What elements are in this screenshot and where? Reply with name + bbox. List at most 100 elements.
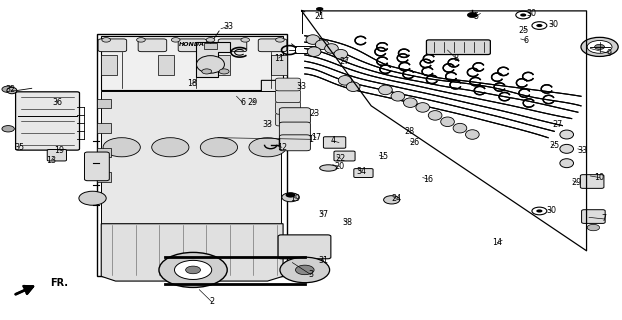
Text: 18: 18	[187, 79, 197, 88]
Circle shape	[103, 138, 141, 157]
Text: 3: 3	[309, 270, 313, 279]
Text: 24: 24	[391, 194, 401, 203]
Circle shape	[206, 38, 215, 42]
Ellipse shape	[307, 47, 321, 56]
FancyBboxPatch shape	[334, 151, 355, 161]
Text: HONDA: HONDA	[179, 42, 205, 47]
Text: 35: 35	[14, 143, 24, 152]
Text: 2: 2	[209, 297, 214, 306]
FancyBboxPatch shape	[276, 101, 300, 114]
Circle shape	[202, 69, 211, 74]
FancyBboxPatch shape	[258, 39, 287, 52]
FancyBboxPatch shape	[354, 169, 373, 178]
Circle shape	[295, 265, 314, 275]
Circle shape	[536, 209, 542, 212]
Bar	[101, 91, 281, 224]
Text: 27: 27	[340, 57, 350, 66]
Text: 22: 22	[336, 154, 346, 163]
Ellipse shape	[334, 50, 348, 59]
Circle shape	[152, 138, 189, 157]
Text: 9: 9	[606, 49, 611, 58]
Text: 25: 25	[518, 27, 528, 36]
FancyBboxPatch shape	[276, 113, 300, 126]
FancyBboxPatch shape	[323, 137, 346, 148]
Polygon shape	[101, 224, 283, 281]
Ellipse shape	[379, 85, 392, 95]
Bar	[158, 55, 174, 75]
Circle shape	[587, 224, 600, 231]
Circle shape	[384, 196, 400, 204]
Text: 1: 1	[309, 135, 313, 144]
Text: 30: 30	[548, 20, 558, 29]
Bar	[97, 99, 111, 108]
FancyBboxPatch shape	[47, 149, 67, 161]
Bar	[97, 148, 111, 157]
Circle shape	[595, 44, 605, 50]
Circle shape	[280, 257, 330, 283]
Text: 32: 32	[6, 85, 16, 94]
Circle shape	[587, 41, 612, 53]
Ellipse shape	[391, 92, 405, 101]
Text: 27: 27	[552, 120, 562, 130]
Text: 34: 34	[357, 167, 367, 176]
Text: 6: 6	[240, 98, 245, 107]
Polygon shape	[97, 34, 287, 276]
Text: 5: 5	[473, 12, 478, 21]
Text: FR.: FR.	[50, 278, 68, 288]
FancyBboxPatch shape	[580, 175, 604, 188]
Circle shape	[200, 138, 238, 157]
Text: 13: 13	[47, 156, 57, 164]
Circle shape	[185, 266, 200, 274]
Circle shape	[137, 38, 146, 42]
Circle shape	[159, 252, 227, 287]
Ellipse shape	[465, 130, 479, 139]
Ellipse shape	[560, 144, 573, 153]
Circle shape	[172, 38, 180, 42]
Text: 38: 38	[342, 218, 352, 227]
FancyBboxPatch shape	[427, 40, 490, 54]
Ellipse shape	[560, 130, 573, 139]
FancyBboxPatch shape	[16, 92, 80, 150]
FancyBboxPatch shape	[278, 235, 331, 259]
Ellipse shape	[7, 87, 17, 94]
Text: 28: 28	[405, 127, 415, 136]
Bar	[101, 55, 118, 75]
Ellipse shape	[320, 165, 337, 171]
FancyBboxPatch shape	[279, 135, 310, 151]
Ellipse shape	[306, 35, 320, 44]
FancyBboxPatch shape	[279, 108, 310, 124]
Text: 10: 10	[595, 173, 605, 182]
Text: 19: 19	[54, 146, 64, 155]
Circle shape	[2, 86, 14, 92]
FancyBboxPatch shape	[218, 39, 247, 52]
Ellipse shape	[346, 82, 360, 92]
Text: 23: 23	[309, 109, 319, 118]
Text: 20: 20	[335, 162, 345, 171]
Bar	[204, 44, 216, 49]
Ellipse shape	[197, 56, 225, 73]
Ellipse shape	[338, 76, 352, 85]
Text: 33: 33	[578, 146, 588, 155]
Text: 30: 30	[547, 206, 557, 215]
Text: 16: 16	[423, 175, 433, 184]
Bar	[97, 123, 111, 133]
Polygon shape	[196, 42, 230, 77]
Text: 26: 26	[409, 138, 419, 147]
Circle shape	[282, 193, 299, 202]
Text: 15: 15	[379, 152, 389, 161]
Circle shape	[219, 69, 229, 74]
FancyBboxPatch shape	[138, 39, 167, 52]
Text: 30: 30	[526, 9, 536, 18]
Text: 25: 25	[550, 141, 560, 150]
Text: 33: 33	[262, 120, 272, 130]
Polygon shape	[101, 36, 283, 90]
FancyBboxPatch shape	[85, 152, 109, 181]
Circle shape	[536, 24, 542, 27]
Ellipse shape	[404, 98, 417, 108]
Circle shape	[102, 38, 111, 42]
Circle shape	[581, 37, 618, 56]
Text: 19: 19	[290, 194, 300, 203]
Bar	[97, 172, 111, 182]
Bar	[214, 55, 230, 75]
Circle shape	[79, 191, 106, 205]
